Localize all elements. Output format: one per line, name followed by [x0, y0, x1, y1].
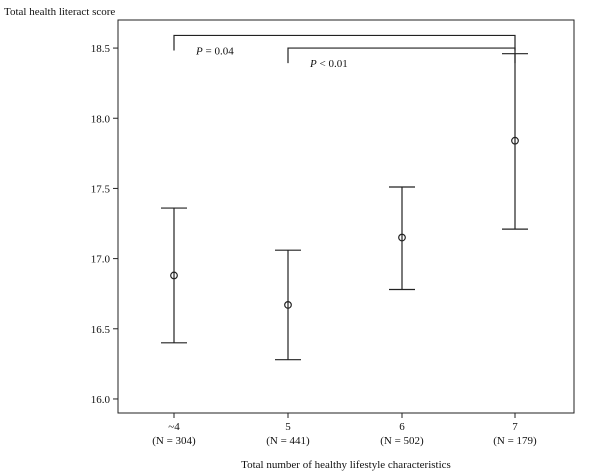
y-tick-label: 18.5 [91, 43, 111, 55]
significance-bracket [173, 34, 516, 51]
significance-bracket [287, 47, 516, 64]
x-tick-label: ~4 [168, 421, 180, 433]
x-axis: ~4 (N = 304) 5 (N = 441) 6 (N = 502) 7 (N = 179… [152, 413, 537, 447]
p-value-label: P = 0.04 [195, 45, 234, 57]
mean-point [398, 233, 406, 242]
mean-point [170, 271, 178, 280]
x-tick-count-label: (N = 441) [266, 435, 310, 447]
p-value-label: P < 0.01 [309, 58, 348, 70]
x-tick-count-label: (N = 502) [380, 435, 424, 447]
y-tick-label: 16.5 [91, 324, 111, 336]
x-tick-label: 7 [512, 421, 518, 433]
y-axis-title: Total health literact score [4, 6, 115, 18]
plot-frame [117, 19, 575, 414]
y-tick-label: 16.0 [91, 394, 111, 406]
y-tick-label: 17.5 [91, 183, 111, 195]
x-tick-label: 6 [399, 421, 405, 433]
mean-point [284, 301, 292, 309]
y-tick-label: 17.0 [91, 254, 111, 266]
y-axis: 16.0 16.5 17.0 17.5 18.0 18.5 [91, 43, 118, 406]
x-tick-label: 5 [285, 421, 291, 433]
y-tick-label: 18.0 [91, 113, 111, 125]
x-tick-count-label: (N = 304) [152, 435, 196, 447]
x-axis-title: Total number of healthy lifestyle charac… [241, 459, 451, 471]
error-bars [161, 53, 528, 361]
mean-point [511, 136, 519, 145]
significance-brackets: P = 0.04 P < 0.01 [173, 34, 516, 70]
x-tick-count-label: (N = 179) [493, 435, 537, 447]
